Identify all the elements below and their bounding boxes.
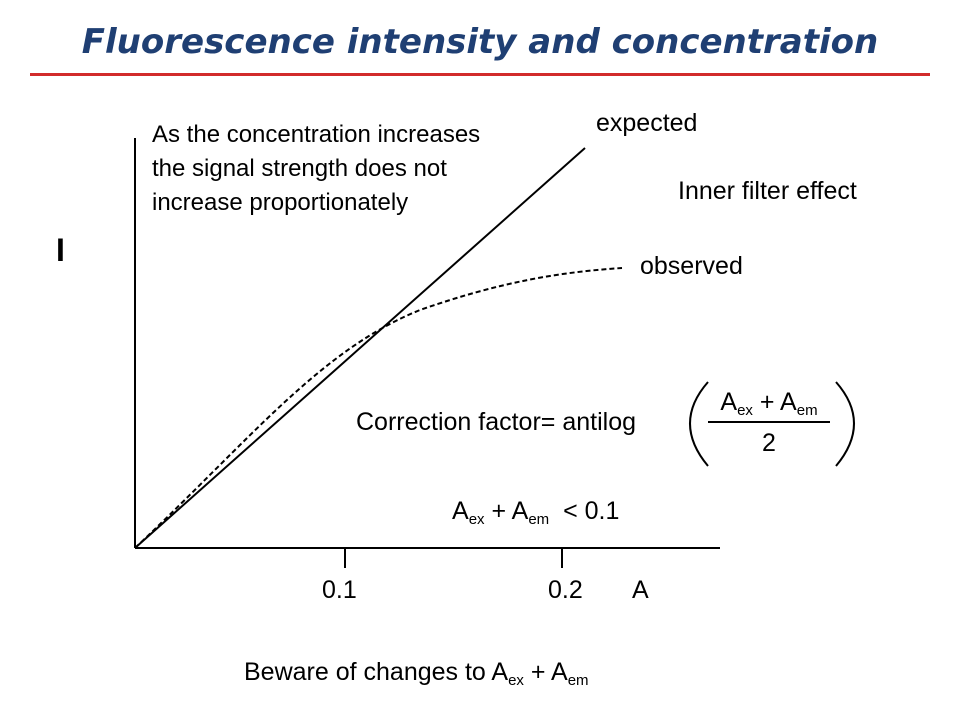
note-line-3: increase proportionately <box>152 189 409 216</box>
observed-label: observed <box>640 252 743 280</box>
condition-text: Aex + Aem < 0.1 <box>452 497 620 528</box>
note-line-2: the signal strength does not <box>152 155 447 182</box>
correction-fraction: Aex + Aem 2 <box>708 388 830 458</box>
slide-title: Fluorescence intensity and concentration <box>81 22 879 62</box>
right-paren <box>835 381 855 467</box>
x-axis-label: A <box>632 576 649 604</box>
y-axis-label: I <box>56 232 65 268</box>
x-tick-label-0.1: 0.1 <box>322 576 357 604</box>
left-paren <box>689 381 709 467</box>
expected-line <box>134 147 586 549</box>
concentration-note: As the concentration increases the signa… <box>152 118 480 220</box>
title-underline <box>30 73 930 76</box>
inner-filter-label: Inner filter effect <box>678 177 857 205</box>
note-line-1: As the concentration increases <box>152 121 481 148</box>
observed-curve <box>134 267 623 549</box>
fraction-denominator: 2 <box>762 429 776 457</box>
correction-prefix: Correction factor= antilog <box>356 408 637 436</box>
fraction-numerator: Aex + Aem <box>708 388 830 423</box>
footer-warning: Beware of changes to Aex + Aem <box>244 658 589 689</box>
x-tick-label-0.2: 0.2 <box>548 576 583 604</box>
expected-label: expected <box>596 109 698 137</box>
